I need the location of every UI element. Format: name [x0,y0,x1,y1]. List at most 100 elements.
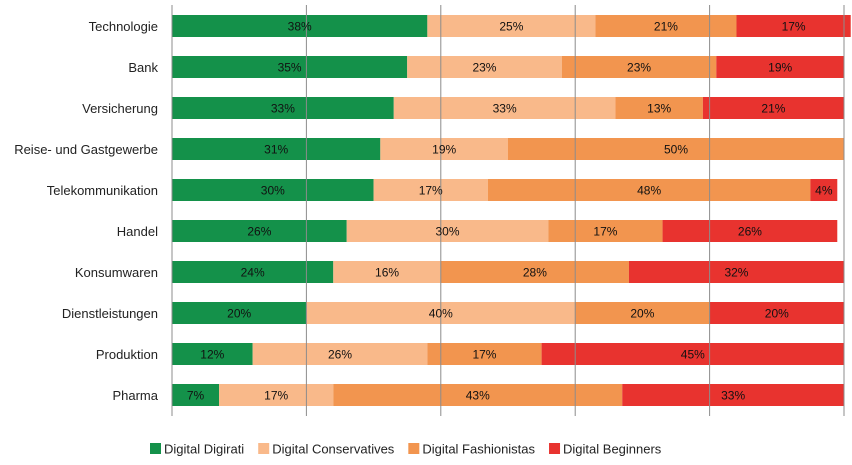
bar-versicherung-digital-beginners [702,97,844,119]
bar-versicherung-digital-digirati [172,97,394,119]
data-label: 12% [200,348,224,362]
bar-reise-und-gastgewerbe-digital-conservatives [380,138,508,160]
category-label: Technologie [89,19,158,34]
bar-dienstleistungen-digital-digirati [172,302,307,324]
data-label: 23% [627,61,651,75]
legend: Digital Digirati Digital Conservatives Dig… [150,442,662,457]
legend-swatch-digital-conservatives [258,443,270,454]
bar-konsumwaren-digital-beginners [628,261,844,283]
category-label: Konsumwaren [75,265,158,280]
bar-technologie-digital-digirati [172,15,428,37]
data-label: 17% [419,184,443,198]
data-label: 33% [271,102,295,116]
category-label: Handel [117,224,158,239]
bar-pharma-digital-beginners [622,384,844,406]
data-labels: 38% 25% 21% 17% 35% 23% 23% 19% 33% 33% 13% 21% 31% 1… [187,20,833,403]
bar-technologie-digital-fashionistas [595,15,737,37]
bar-pharma-digital-fashionistas [333,384,623,406]
data-label: 21% [761,102,785,116]
data-label: 30% [261,184,285,198]
bar-telekommunikation-digital-digirati [172,179,374,201]
data-label: 48% [637,184,661,198]
data-label: 16% [375,266,399,280]
data-label: 26% [247,225,271,239]
bar-telekommunikation-digital-fashionistas [487,179,811,201]
legend-swatch-digital-fashionistas [408,443,420,454]
bar-dienstleistungen-digital-beginners [709,302,844,324]
bars-layer [172,15,851,406]
bar-produktion-digital-digirati [172,343,253,365]
bar-produktion-digital-beginners [541,343,844,365]
category-labels: Technologie Bank Versicherung Reise- und Ga… [14,19,159,403]
data-label: 4% [815,184,833,198]
data-label: 26% [738,225,762,239]
legend-label-digital-beginners: Digital Beginners [563,442,662,457]
data-label: 26% [328,348,352,362]
data-label: 40% [429,307,453,321]
bar-bank-digital-conservatives [407,56,562,78]
category-label: Versicherung [82,101,158,116]
bar-pharma-digital-digirati [172,384,220,406]
bar-handel-digital-beginners [662,220,838,242]
bar-bank-digital-digirati [172,56,408,78]
data-label: 43% [466,389,490,403]
data-label: 25% [499,20,523,34]
data-label: 28% [523,266,547,280]
data-label: 33% [721,389,745,403]
bar-telekommunikation-digital-beginners [810,179,838,201]
data-label: 20% [765,307,789,321]
data-label: 20% [227,307,251,321]
category-label: Reise- und Gastgewerbe [14,142,158,157]
data-label: 19% [432,143,456,157]
bar-dienstleistungen-digital-fashionistas [575,302,710,324]
category-label: Dienstleistungen [62,306,158,321]
legend-swatch-digital-digirati [150,443,161,454]
legend-swatch-digital-beginners [549,443,561,454]
data-label: 17% [782,20,806,34]
bar-versicherung-digital-conservatives [393,97,616,119]
bar-handel-digital-conservatives [346,220,549,242]
data-label: 38% [288,20,312,34]
data-label: 31% [264,143,288,157]
bar-reise-und-gastgewerbe-digital-fashionistas [508,138,844,160]
data-label: 33% [493,102,517,116]
legend-label-digital-digirati: Digital Digirati [164,442,244,457]
data-label: 50% [664,143,688,157]
data-label: 17% [264,389,288,403]
data-label: 32% [724,266,748,280]
category-label: Produktion [96,347,158,362]
data-label: 24% [241,266,265,280]
data-label: 45% [681,348,705,362]
bar-bank-digital-fashionistas [561,56,717,78]
legend-label-digital-conservatives: Digital Conservatives [272,442,395,457]
bar-technologie-digital-beginners [736,15,851,37]
category-label: Bank [128,60,158,75]
bar-technologie-digital-conservatives [427,15,596,37]
data-label: 17% [472,348,496,362]
data-label: 35% [278,61,302,75]
bar-versicherung-digital-fashionistas [615,97,703,119]
bar-pharma-digital-conservatives [219,384,334,406]
data-label: 19% [768,61,792,75]
data-label: 30% [436,225,460,239]
bar-reise-und-gastgewerbe-digital-digirati [172,138,381,160]
data-label: 21% [654,20,678,34]
bar-handel-digital-digirati [172,220,347,242]
category-label: Telekommunikation [47,183,158,198]
data-label: 17% [593,225,617,239]
data-label: 7% [187,389,205,403]
legend-label-digital-fashionistas: Digital Fashionistas [422,442,535,457]
data-label: 20% [630,307,654,321]
data-label: 13% [647,102,671,116]
category-label: Pharma [112,388,158,403]
bar-bank-digital-beginners [716,56,844,78]
data-label: 23% [472,61,496,75]
bar-konsumwaren-digital-conservatives [333,261,441,283]
bar-telekommunikation-digital-conservatives [373,179,488,201]
bar-konsumwaren-digital-digirati [172,261,334,283]
bar-produktion-digital-fashionistas [427,343,542,365]
bar-handel-digital-fashionistas [548,220,663,242]
bar-konsumwaren-digital-fashionistas [440,261,629,283]
bar-produktion-digital-conservatives [252,343,428,365]
